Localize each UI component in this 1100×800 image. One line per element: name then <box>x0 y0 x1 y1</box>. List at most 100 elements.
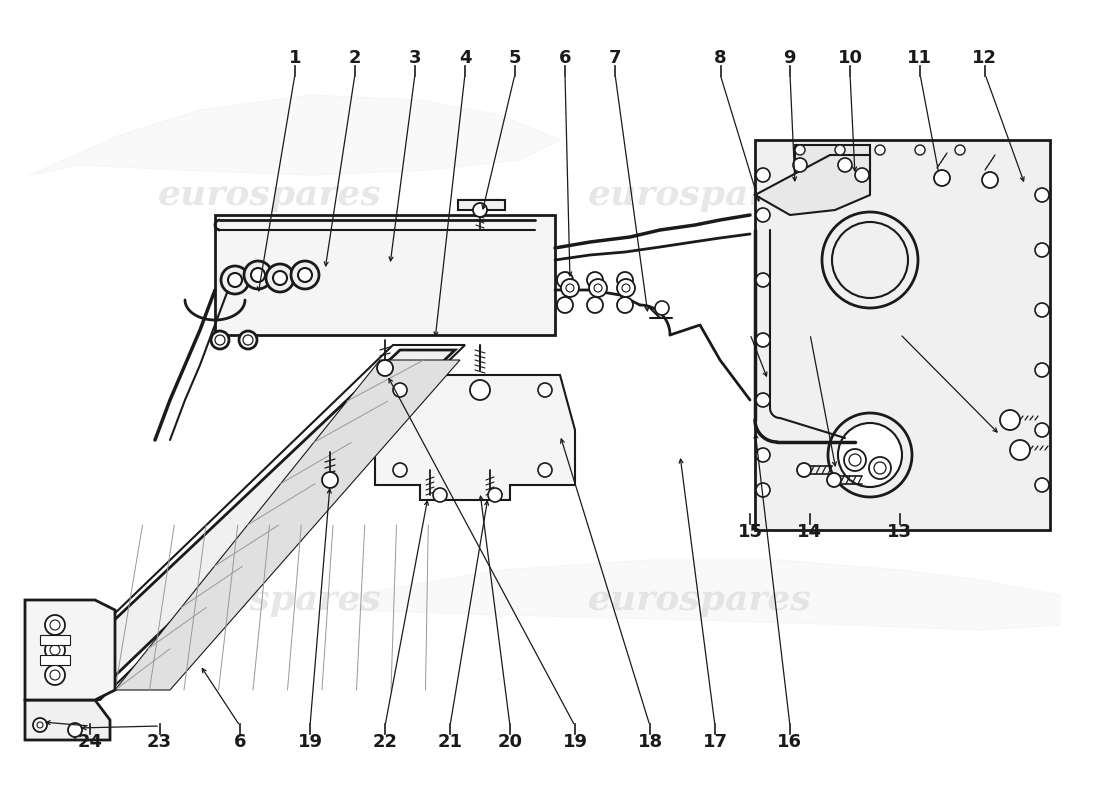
Circle shape <box>557 297 573 313</box>
Circle shape <box>1035 423 1049 437</box>
Circle shape <box>617 272 632 288</box>
Circle shape <box>587 272 603 288</box>
Polygon shape <box>350 560 1060 630</box>
Circle shape <box>617 297 632 313</box>
Circle shape <box>617 279 635 297</box>
Circle shape <box>45 640 65 660</box>
Circle shape <box>68 723 82 737</box>
Circle shape <box>756 483 770 497</box>
Text: 6: 6 <box>233 734 246 751</box>
Circle shape <box>244 261 272 289</box>
Polygon shape <box>25 700 110 740</box>
Circle shape <box>473 203 487 217</box>
Text: 3: 3 <box>408 49 421 66</box>
Text: 19: 19 <box>563 734 587 751</box>
Circle shape <box>793 158 807 172</box>
Text: 2: 2 <box>349 49 362 66</box>
Circle shape <box>221 266 249 294</box>
Circle shape <box>1035 243 1049 257</box>
Circle shape <box>798 463 811 477</box>
Circle shape <box>855 168 869 182</box>
Text: 12: 12 <box>972 49 997 66</box>
Circle shape <box>251 268 265 282</box>
Text: 11: 11 <box>908 49 932 66</box>
Circle shape <box>538 463 552 477</box>
Circle shape <box>566 284 574 292</box>
Circle shape <box>1035 478 1049 492</box>
Circle shape <box>822 212 918 308</box>
Circle shape <box>50 670 60 680</box>
Circle shape <box>756 448 770 462</box>
Polygon shape <box>755 155 870 215</box>
Circle shape <box>828 413 912 497</box>
Circle shape <box>756 273 770 287</box>
Text: 7: 7 <box>608 49 622 66</box>
Text: 13: 13 <box>888 523 912 541</box>
Circle shape <box>1035 188 1049 202</box>
Circle shape <box>239 331 257 349</box>
Circle shape <box>654 301 669 315</box>
Circle shape <box>45 665 65 685</box>
Circle shape <box>1000 410 1020 430</box>
Circle shape <box>488 488 502 502</box>
Polygon shape <box>458 200 505 210</box>
Circle shape <box>982 172 998 188</box>
Text: 1: 1 <box>288 49 301 66</box>
Text: 24: 24 <box>78 734 102 751</box>
Circle shape <box>838 423 902 487</box>
Text: 22: 22 <box>373 734 397 751</box>
Circle shape <box>874 145 886 155</box>
Circle shape <box>869 457 891 479</box>
Circle shape <box>266 264 294 292</box>
Circle shape <box>50 620 60 630</box>
Circle shape <box>621 284 630 292</box>
Text: 16: 16 <box>778 734 802 751</box>
Circle shape <box>433 488 447 502</box>
Circle shape <box>33 718 47 732</box>
Polygon shape <box>25 600 115 700</box>
Text: 18: 18 <box>638 734 662 751</box>
Polygon shape <box>116 360 460 690</box>
Text: eurospares: eurospares <box>158 583 382 617</box>
Circle shape <box>756 333 770 347</box>
Circle shape <box>874 462 886 474</box>
Text: eurospares: eurospares <box>588 178 812 212</box>
Circle shape <box>474 204 486 216</box>
Circle shape <box>228 273 242 287</box>
Circle shape <box>1035 303 1049 317</box>
Circle shape <box>827 473 842 487</box>
Circle shape <box>298 268 312 282</box>
Text: eurospares: eurospares <box>588 583 812 617</box>
Text: eurospares: eurospares <box>158 178 382 212</box>
Polygon shape <box>35 350 455 695</box>
Circle shape <box>538 383 552 397</box>
Text: 19: 19 <box>298 734 322 751</box>
Polygon shape <box>30 95 560 175</box>
Text: 15: 15 <box>738 523 762 541</box>
Circle shape <box>934 170 950 186</box>
Circle shape <box>393 383 407 397</box>
Circle shape <box>844 449 866 471</box>
Text: 17: 17 <box>703 734 727 751</box>
Text: 21: 21 <box>438 734 462 751</box>
Circle shape <box>377 360 393 376</box>
Circle shape <box>393 463 407 477</box>
Text: 20: 20 <box>498 734 522 751</box>
Text: 23: 23 <box>147 734 172 751</box>
Circle shape <box>1010 440 1030 460</box>
Text: 4: 4 <box>459 49 472 66</box>
Circle shape <box>955 145 965 155</box>
Text: 10: 10 <box>838 49 862 66</box>
Circle shape <box>292 261 319 289</box>
Text: 6: 6 <box>559 49 572 66</box>
Circle shape <box>243 335 253 345</box>
Circle shape <box>756 208 770 222</box>
Polygon shape <box>40 655 70 665</box>
Circle shape <box>832 222 908 298</box>
Circle shape <box>50 645 60 655</box>
Circle shape <box>838 158 853 172</box>
Polygon shape <box>214 215 556 335</box>
Circle shape <box>849 454 861 466</box>
Circle shape <box>214 335 225 345</box>
Circle shape <box>37 722 43 728</box>
